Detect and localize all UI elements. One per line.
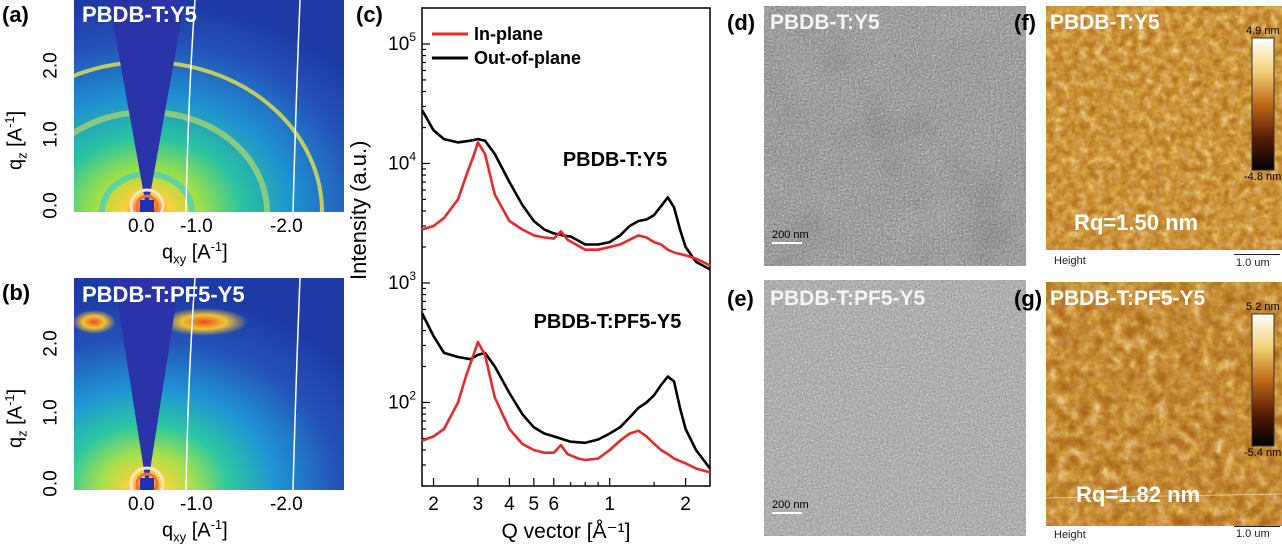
colorbar-min-f: -4.8 nm <box>1244 171 1282 183</box>
qxy-tick: -2.0 <box>270 494 303 515</box>
series-y5-out-of-plane <box>420 109 711 271</box>
panel-f-title: PBDB-T:Y5 <box>1050 11 1160 34</box>
panel-d-label: (d) <box>727 10 756 35</box>
legend-label-in-plane: In-plane <box>474 24 543 44</box>
tem-scalebar-d: 200 nm <box>772 229 809 241</box>
qxy-axis-label-b: qxy [A-1] <box>162 517 228 545</box>
afm-scalebar-g: 1.0 um <box>1236 528 1270 540</box>
qz-tick: 2.0 <box>40 330 62 357</box>
qz-tick: 1.0 <box>40 121 62 148</box>
x-tick-label: 3 <box>473 494 484 515</box>
qz-ticks-b: 0.0 1.0 2.0 <box>32 278 72 496</box>
x-tick-label: 1 <box>604 494 615 515</box>
qxy-axis-label-a: qxy [A-1] <box>162 239 228 267</box>
qz-tick: 2.0 <box>40 52 62 79</box>
legend-label-out-of-plane: Out-of-plane <box>474 48 581 68</box>
x-tick-label: 2 <box>680 494 691 515</box>
series-pf5y5-in-plane <box>421 340 711 474</box>
series-pf5y5-out-of-plane <box>420 312 712 470</box>
colorbar-max-g: 5.2 nm <box>1246 301 1280 313</box>
afm-channel-g: Height <box>1054 529 1086 541</box>
panel-g-title: PBDB-T:PF5-Y5 <box>1050 287 1206 310</box>
plot-frame <box>421 7 711 487</box>
qxy-tick: 0.0 <box>128 216 155 237</box>
panel-e-label: (e) <box>727 286 754 311</box>
y-tick-label: 104 <box>388 149 416 174</box>
y-tick-label: 102 <box>388 388 416 413</box>
qz-tick: 1.0 <box>40 399 62 426</box>
annotation-y5: PBDB-T:Y5 <box>563 149 667 171</box>
afm-image-f: PBDB-T:Y5 4.9 nm -4.8 nm Rq=1.50 nm <box>1046 6 1282 250</box>
panel-b-label: (b) <box>2 280 31 305</box>
series-y5-in-plane <box>421 141 711 267</box>
x-tick-label: 2 <box>428 494 439 515</box>
afm-image-g: PBDB-T:PF5-Y5 5.2 nm -5.4 nm Rq=1.82 nm <box>1046 282 1282 526</box>
afm-channel-f: Height <box>1054 255 1086 267</box>
y-tick-label: 103 <box>388 269 416 294</box>
panel-a-label: (a) <box>2 2 29 27</box>
afm-scalebar-f: 1.0 um <box>1236 257 1270 269</box>
x-tick-label: 5 <box>529 494 540 515</box>
qz-tick: 0.0 <box>40 470 62 497</box>
intensity-chart: 102 103 104 105 2 3 4 5 6 1 2 Q vector [Å⁻¹] PBDB-T:… <box>388 7 712 542</box>
colorbar-min-g: -5.4 nm <box>1244 447 1282 459</box>
panel-b-title: PBDB-T:PF5-Y5 <box>82 282 245 307</box>
afm-scalebar-line-g <box>1234 526 1280 527</box>
qxy-tick: -1.0 <box>180 494 213 515</box>
x-tick-label: 6 <box>548 494 559 515</box>
tem-scalebar-e: 200 nm <box>772 499 809 511</box>
qz-axis-label-b: qz [A-1] <box>2 388 30 448</box>
afm-scalebar-line-f <box>1234 254 1280 255</box>
qz-ticks-a: 0.0 1.0 2.0 <box>32 0 72 218</box>
rq-value-g: Rq=1.82 nm <box>1076 482 1201 507</box>
qz-axis-label-a: qz [A-1] <box>2 110 30 170</box>
x-axis-label: Q vector [Å⁻¹] <box>502 520 631 542</box>
rq-value-f: Rq=1.50 nm <box>1074 210 1199 235</box>
colorbar-max-f: 4.9 nm <box>1246 25 1280 37</box>
giwaxs-image-a: PBDB-T:Y5 <box>74 0 344 212</box>
qxy-tick: -2.0 <box>270 216 303 237</box>
panel-g-label: (g) <box>1014 286 1043 311</box>
panel-a-title: PBDB-T:Y5 <box>82 2 197 27</box>
annotation-pf5y5: PBDB-T:PF5-Y5 <box>534 311 682 333</box>
giwaxs-image-b: PBDB-T:PF5-Y5 <box>74 278 344 490</box>
qz-tick: 0.0 <box>40 192 62 219</box>
x-tick-label: 4 <box>504 494 515 515</box>
qxy-tick: 0.0 <box>128 494 155 515</box>
panel-c-label: (c) <box>356 2 383 27</box>
tem-image-e: PBDB-T:PF5-Y5 200 nm <box>764 280 1026 536</box>
panel-d-title: PBDB-T:Y5 <box>770 11 880 34</box>
panel-e-title: PBDB-T:PF5-Y5 <box>770 287 926 310</box>
tem-image-d: PBDB-T:Y5 200 nm <box>764 6 1026 266</box>
panel-f-label: (f) <box>1014 10 1036 35</box>
y-tick-label: 105 <box>388 30 416 55</box>
qxy-tick: -1.0 <box>180 216 213 237</box>
